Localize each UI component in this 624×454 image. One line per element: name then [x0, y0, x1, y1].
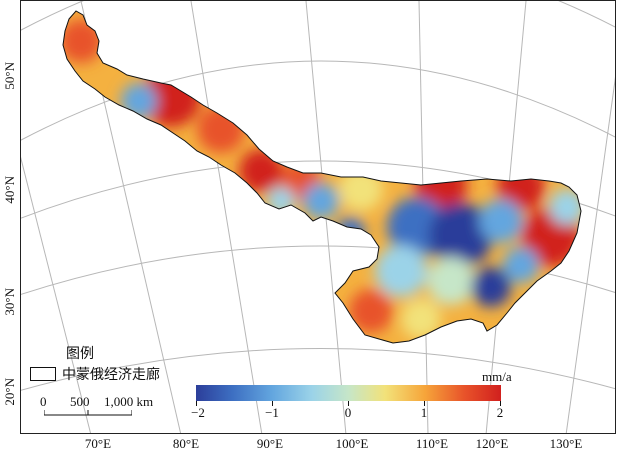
lon-label: 70°E [84, 436, 112, 451]
colorbar-tick-label: 2 [496, 405, 504, 420]
longitude-line [565, 76, 615, 433]
colorbar-unit: mm/a [482, 369, 512, 384]
colorbar-tick-label: 1 [420, 405, 428, 420]
scale-label: 1,000 km [104, 394, 154, 409]
lat-label: 40°N [2, 176, 17, 204]
lon-label: 120°E [475, 436, 509, 451]
scale-label: 500 [70, 394, 90, 409]
longitude-line [190, 1, 263, 433]
lat-label: 30°N [2, 288, 17, 316]
longitude-line [21, 156, 92, 433]
latitude-line [21, 348, 615, 391]
map-canvas [21, 1, 615, 433]
colorbar-tick [424, 401, 425, 406]
scale-bar [44, 410, 132, 416]
colorbar-tick-label: −2 [191, 405, 205, 420]
latitude-line [21, 245, 615, 295]
lat-label: 20°N [2, 378, 17, 406]
scale-label: 0 [40, 394, 47, 409]
latitude-line [21, 60, 615, 141]
lon-label: 110°E [415, 436, 449, 451]
latitude-line [21, 1, 615, 31]
lon-label: 100°E [335, 436, 369, 451]
legend-swatch [30, 367, 56, 381]
legend-item-label: 中蒙俄经济走廊 [62, 367, 160, 383]
colorbar-tick [196, 401, 197, 406]
colorbar-tick [500, 401, 501, 406]
legend-title: 图例 [66, 346, 94, 362]
lon-label: 90°E [256, 436, 284, 451]
lat-label: 50°N [2, 62, 17, 90]
colorbar-tick [348, 401, 349, 406]
colorbar-tick-label: 0 [344, 405, 352, 420]
colorbar-tick-label: −1 [265, 405, 279, 420]
colorbar [196, 385, 501, 401]
colorbar-tick [272, 401, 273, 406]
map-frame [20, 0, 616, 434]
lon-label: 80°E [172, 436, 200, 451]
lon-label: 130°E [549, 436, 583, 451]
